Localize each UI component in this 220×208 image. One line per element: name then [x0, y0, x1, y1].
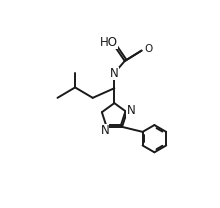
Text: N: N — [101, 124, 109, 137]
Text: N: N — [110, 67, 119, 79]
Text: N: N — [126, 104, 135, 117]
Text: O: O — [145, 44, 153, 54]
Text: HO: HO — [100, 36, 118, 49]
